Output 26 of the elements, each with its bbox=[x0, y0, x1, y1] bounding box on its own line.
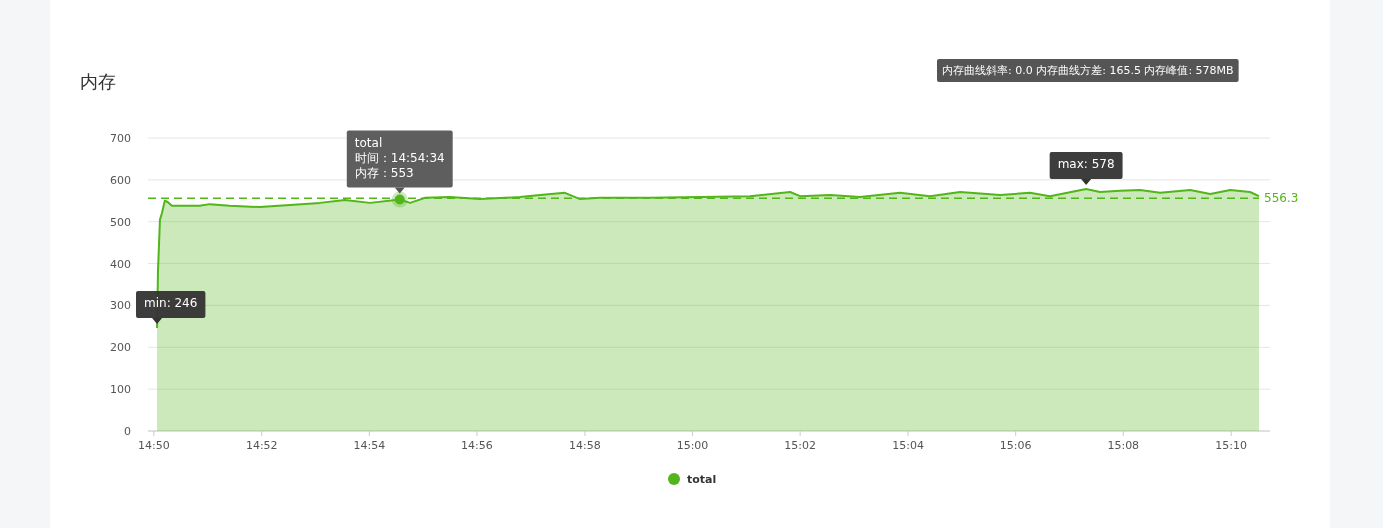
x-tick-label: 14:50 bbox=[137, 439, 170, 452]
x-tick-label: 14:58 bbox=[569, 439, 601, 452]
text: 内存曲线斜率: 0.0 内存曲线方差: 165.5 内存峰值: 578MB bbox=[942, 64, 1234, 77]
y-tick-label: 0 bbox=[124, 425, 131, 438]
x-tick-label: 14:52 bbox=[245, 439, 278, 452]
annotation: total 时间：14:54:34 内存：553 bbox=[354, 135, 445, 180]
y-tick-label: 200 bbox=[110, 341, 131, 355]
y-tick-label: 300 bbox=[110, 299, 131, 313]
y-tick-label: 500 bbox=[110, 215, 131, 229]
x-tick-label: 15:02 bbox=[784, 439, 816, 452]
annotation: min: 246 bbox=[144, 296, 198, 311]
x-tick-label: 15:10 bbox=[1215, 439, 1248, 452]
x-tick-label: 15:06 bbox=[999, 439, 1032, 452]
x-tick-label: 14:56 bbox=[461, 439, 493, 452]
x-tick-label: 15:08 bbox=[1107, 439, 1140, 452]
y-tick-label: 100 bbox=[110, 383, 131, 397]
x-tick-label: 14:54 bbox=[353, 439, 386, 452]
y-tick-label: 600 bbox=[110, 173, 131, 187]
ref-line-label: 556.3 bbox=[1264, 191, 1299, 206]
annotation: max: 578 bbox=[1057, 157, 1115, 172]
x-tick-label: 15:04 bbox=[892, 439, 924, 452]
y-tick-label: 700 bbox=[110, 132, 131, 145]
y-tick-label: 400 bbox=[110, 257, 131, 271]
x-tick-label: 15:00 bbox=[676, 439, 709, 452]
chart-title: 内存 bbox=[80, 71, 116, 92]
legend-label: total bbox=[687, 473, 717, 486]
